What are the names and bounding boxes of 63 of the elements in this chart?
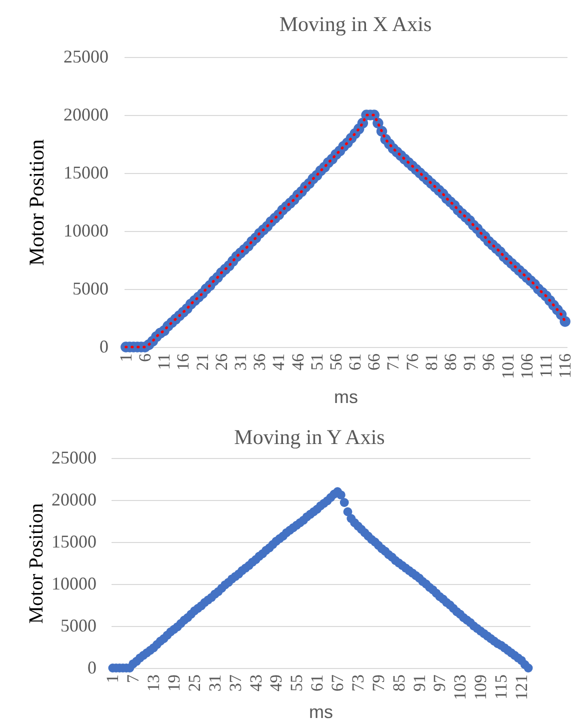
x-tick-label: 11	[154, 354, 174, 370]
x-tick-label: 37	[226, 674, 245, 692]
x-tick-label: 25	[184, 674, 204, 692]
y-tick-label: 10000	[64, 220, 108, 240]
chart-title: Moving in X Axis	[279, 12, 432, 36]
y-tick-label: 5000	[60, 616, 96, 636]
x-tick-label: 21	[192, 354, 212, 370]
y-axis-title: Motor Position	[26, 503, 48, 624]
x-tick-label: 73	[348, 674, 368, 692]
x-tick-label: 31	[230, 354, 250, 370]
x-tick-label: 61	[308, 674, 327, 692]
x-tick-label: 16	[174, 354, 193, 370]
x-tick-label: 106	[517, 354, 536, 379]
x-tick-label: 49	[266, 674, 286, 692]
y-tick-label: 15000	[64, 162, 108, 182]
x-tick-label: 91	[410, 674, 429, 692]
x-tick-label: 43	[246, 674, 266, 692]
x-tick-label: 111	[536, 354, 556, 378]
x-tick-label: 71	[384, 354, 403, 370]
x-tick-label: 55	[287, 674, 306, 692]
x-tick-label: 1	[116, 354, 136, 362]
y-tick-label: 25000	[64, 46, 108, 66]
x-tick-label: 97	[430, 674, 450, 692]
x-tick-label: 61	[346, 354, 365, 370]
y-tick-label: 0	[88, 658, 96, 678]
x-tick-label: 1	[103, 674, 122, 683]
x-tick-label: 26	[212, 354, 231, 370]
x-tick-label: 109	[471, 674, 490, 700]
x-axis-title: ms	[309, 702, 333, 722]
x-tick-label: 79	[368, 674, 388, 692]
y-tick-label: 15000	[52, 532, 96, 552]
y-tick-label: 10000	[52, 574, 96, 594]
x-tick-label: 46	[288, 354, 308, 370]
y-tick-label: 20000	[52, 490, 96, 510]
x-tick-label: 67	[328, 674, 348, 692]
x-tick-label: 31	[205, 674, 224, 692]
x-tick-label: 121	[512, 674, 531, 700]
x-tick-label: 41	[269, 354, 288, 370]
y-axis-title: Motor Position	[24, 138, 48, 266]
x-tick-label: 76	[402, 354, 422, 370]
y-tick-label: 25000	[52, 448, 96, 468]
x-tick-label: 116	[556, 354, 574, 378]
x-tick-label: 7	[124, 674, 143, 683]
x-tick-label: 115	[492, 674, 511, 700]
chart-title: Moving in Y Axis	[234, 425, 385, 449]
x-tick-label: 6	[136, 354, 155, 362]
x-tick-label: 103	[450, 674, 470, 700]
x-tick-label: 91	[460, 354, 480, 370]
x-axis-title: ms	[334, 387, 358, 407]
x-tick-label: 51	[307, 354, 326, 370]
x-tick-label: 96	[479, 354, 498, 370]
y-tick-label: 5000	[72, 278, 108, 298]
x-tick-label: 56	[326, 354, 346, 370]
x-tick-label: 86	[441, 354, 460, 370]
x-tick-label: 66	[364, 354, 384, 370]
x-tick-label: 19	[164, 674, 184, 692]
y-tick-label: 0	[100, 336, 108, 356]
x-tick-label: 81	[422, 354, 441, 370]
x-tick-label: 13	[144, 674, 164, 692]
x-tick-label: 36	[250, 354, 270, 370]
x-tick-label: 85	[389, 674, 408, 692]
x-tick-label: 101	[498, 354, 518, 379]
y-tick-label: 20000	[64, 104, 108, 124]
